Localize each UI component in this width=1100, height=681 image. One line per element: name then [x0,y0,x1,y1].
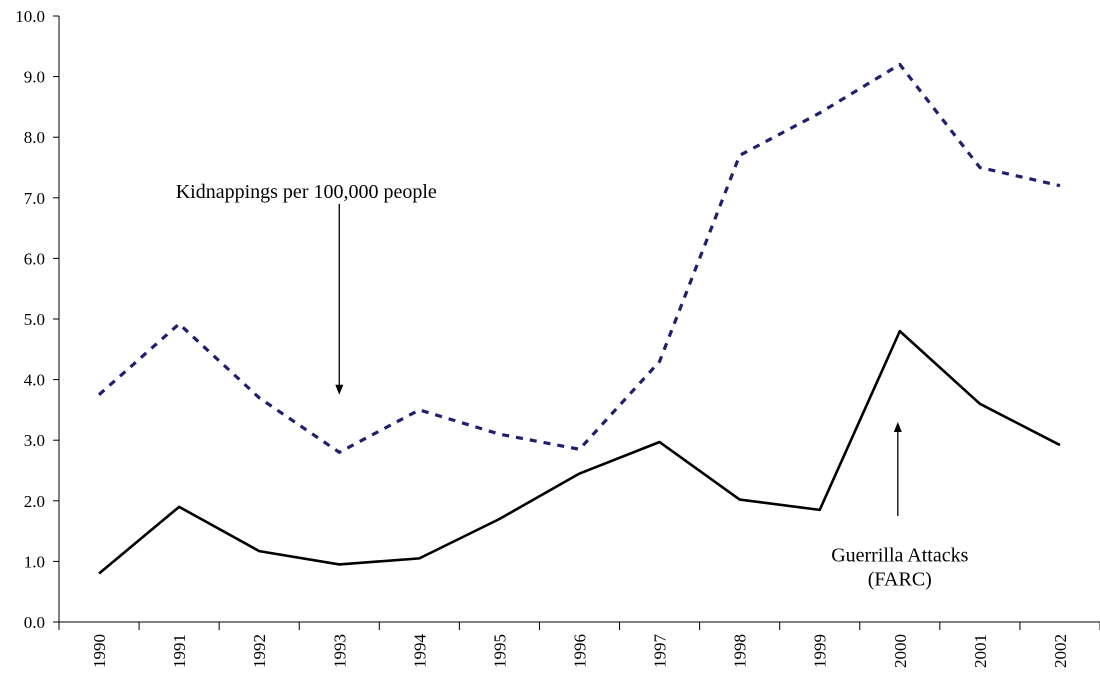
annotation-layer: Kidnappings per 100,000 people Guerrilla … [176,181,969,591]
x-tick-label: 1999 [811,634,830,668]
y-tick-label: 0.0 [24,613,45,632]
x-tick-label: 1998 [731,634,750,668]
y-tick-label: 10.0 [15,7,45,26]
series-layer [97,62,1061,575]
x-tick-label: 2002 [1051,634,1070,668]
kidnappings-annotation-label: Kidnappings per 100,000 people [176,181,437,203]
axes [58,16,1100,623]
y-tick-label: 3.0 [24,431,45,450]
x-tick-label: 1996 [571,634,590,668]
y-tick-label: 4.0 [24,371,45,390]
x-tick-label: 2000 [891,634,910,668]
y-tick-label: 6.0 [24,249,45,268]
x-tick-label: 2001 [971,634,990,668]
y-tick-label: 2.0 [24,492,45,511]
x-tick-label: 1990 [90,634,109,668]
x-axis-ticks: 1990 1991 1992 1993 1994 1995 1996 1997 1998 1999… [58,622,1100,669]
kidnappings-series-line [97,62,1061,454]
guerrilla-attacks-series-line [98,329,1061,575]
guerrilla-attacks-annotation-label: Guerrilla Attacks [831,544,968,566]
x-tick-label: 1995 [490,634,509,668]
y-tick-label: 9.0 [24,68,45,87]
y-tick-label: 5.0 [24,310,45,329]
x-tick-label: 1992 [250,634,269,668]
y-tick-label: 7.0 [24,189,45,208]
y-tick-label: 1.0 [24,552,45,571]
x-tick-label: 1994 [410,634,429,669]
x-tick-label: 1997 [651,634,670,669]
x-tick-label: 1991 [170,634,189,668]
arrowhead-icon [335,384,344,395]
guerrilla-attacks-annotation-label: (FARC) [868,568,932,590]
y-tick-label: 8.0 [24,128,45,147]
x-tick-label: 1993 [330,634,349,668]
y-axis-ticks: 0.0 1.0 2.0 3.0 4.0 5.0 6.0 7.0 8.0 9.0 10.0 [15,7,59,632]
arrowhead-icon [893,422,902,433]
